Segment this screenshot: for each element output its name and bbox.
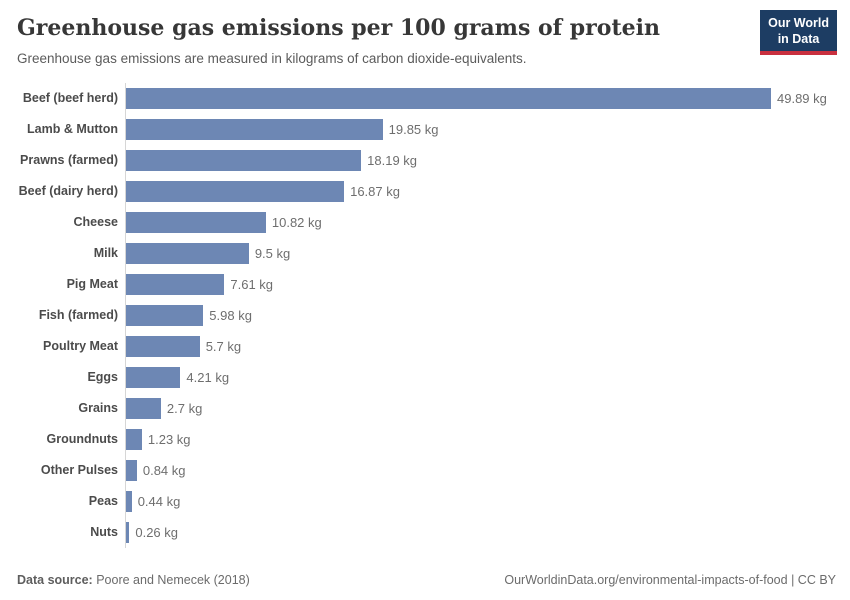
chart-title: Greenhouse gas emissions per 100 grams o… — [17, 15, 660, 41]
plot-area: 18.19 kg — [125, 144, 850, 176]
bar[interactable] — [126, 366, 181, 388]
value-label: 9.5 kg — [254, 245, 291, 261]
category-label: Grains — [78, 401, 118, 416]
chart-row: Lamb & Mutton 19.85 kg — [0, 113, 850, 145]
category-label: Milk — [93, 246, 118, 261]
plot-area: 7.61 kg — [125, 268, 850, 300]
plot-area: 5.98 kg — [125, 299, 850, 331]
chart-row: Pig Meat 7.61 kg — [0, 268, 850, 300]
value-label: 5.98 kg — [209, 307, 252, 323]
owid-logo[interactable]: Our World in Data — [760, 10, 837, 55]
data-source-value: Poore and Nemecek (2018) — [92, 573, 250, 587]
chart-row: Nuts 0.26 kg — [0, 516, 850, 548]
category-label: Lamb & Mutton — [27, 122, 118, 137]
bar[interactable] — [126, 180, 345, 202]
chart-row: Cheese 10.82 kg — [0, 206, 850, 238]
bar[interactable] — [126, 397, 161, 419]
plot-area: 16.87 kg — [125, 175, 850, 207]
bar[interactable] — [126, 490, 132, 512]
chart-row: Eggs 4.21 kg — [0, 361, 850, 393]
chart-row: Beef (dairy herd) 16.87 kg — [0, 175, 850, 207]
value-label: 49.89 kg — [777, 90, 827, 106]
bar[interactable] — [126, 521, 130, 543]
plot-area: 49.89 kg — [125, 82, 850, 114]
chart-row: Groundnuts 1.23 kg — [0, 423, 850, 455]
chart-row: Milk 9.5 kg — [0, 237, 850, 269]
value-label: 5.7 kg — [205, 338, 242, 354]
category-label: Beef (dairy herd) — [18, 184, 118, 199]
data-source-label: Data source: — [17, 573, 93, 587]
bar[interactable] — [126, 335, 200, 357]
chart-row: Beef (beef herd) 49.89 kg — [0, 82, 850, 114]
plot-area: 5.7 kg — [125, 330, 850, 362]
category-label: Poultry Meat — [42, 339, 118, 354]
category-label: Eggs — [87, 370, 118, 385]
chart-row: Peas 0.44 kg — [0, 485, 850, 517]
chart-row: Grains 2.7 kg — [0, 392, 850, 424]
value-label: 4.21 kg — [186, 369, 230, 385]
plot-area: 0.44 kg — [125, 485, 850, 517]
value-label: 0.84 kg — [142, 462, 186, 478]
bar[interactable] — [126, 304, 204, 326]
owid-url-link[interactable]: OurWorldinData.org/environmental-impacts… — [504, 573, 788, 587]
category-label: Fish (farmed) — [38, 308, 118, 323]
value-label: 2.7 kg — [166, 400, 203, 416]
value-label: 0.44 kg — [137, 493, 181, 509]
category-label: Pig Meat — [66, 277, 118, 292]
chart-row: Other Pulses 0.84 kg — [0, 454, 850, 486]
value-label: 16.87 kg — [350, 183, 400, 199]
chart-row: Fish (farmed) 5.98 kg — [0, 299, 850, 331]
value-label: 19.85 kg — [388, 121, 439, 137]
plot-area: 4.21 kg — [125, 361, 850, 393]
value-label: 1.23 kg — [147, 431, 191, 447]
plot-area: 1.23 kg — [125, 423, 850, 455]
bar[interactable] — [126, 87, 771, 109]
value-label: 10.82 kg — [271, 214, 322, 230]
category-label: Nuts — [90, 525, 118, 540]
value-label: 0.26 kg — [135, 524, 179, 540]
category-label: Peas — [88, 494, 118, 509]
footer-attribution: OurWorldinData.org/environmental-impacts… — [504, 573, 836, 587]
chart-footer: Data source: Poore and Nemecek (2018) Ou… — [17, 573, 836, 587]
bar[interactable] — [126, 242, 249, 264]
bar-chart: Beef (beef herd) 49.89 kg Lamb & Mutton 19.… — [0, 82, 850, 548]
chart-subtitle: Greenhouse gas emissions are measured in… — [17, 51, 527, 67]
chart-row: Prawns (farmed) 18.19 kg — [0, 144, 850, 176]
value-label: 7.61 kg — [230, 276, 274, 292]
plot-area: 0.84 kg — [125, 454, 850, 486]
chart-row: Poultry Meat 5.7 kg — [0, 330, 850, 362]
plot-area: 2.7 kg — [125, 392, 850, 424]
chart-header: Greenhouse gas emissions per 100 grams o… — [0, 0, 850, 68]
category-label: Other Pulses — [40, 463, 118, 478]
category-label: Prawns (farmed) — [20, 153, 118, 168]
bar[interactable] — [126, 459, 137, 481]
footer-separator: | — [787, 573, 798, 587]
bar[interactable] — [126, 211, 266, 233]
category-label: Groundnuts — [46, 432, 118, 447]
plot-area: 9.5 kg — [125, 237, 850, 269]
category-label: Beef (beef herd) — [22, 91, 118, 106]
bar[interactable] — [126, 428, 142, 450]
license-link[interactable]: CC BY — [797, 573, 836, 587]
plot-area: 0.26 kg — [125, 516, 850, 548]
data-source: Data source: Poore and Nemecek (2018) — [17, 573, 250, 587]
bar[interactable] — [126, 118, 383, 140]
bar[interactable] — [126, 149, 362, 171]
category-label: Cheese — [73, 215, 118, 230]
plot-area: 19.85 kg — [125, 113, 850, 145]
plot-area: 10.82 kg — [125, 206, 850, 238]
owid-logo-line1: Our World — [768, 16, 829, 30]
bar[interactable] — [126, 273, 225, 295]
value-label: 18.19 kg — [367, 152, 418, 168]
owid-logo-line2: in Data — [777, 32, 820, 47]
